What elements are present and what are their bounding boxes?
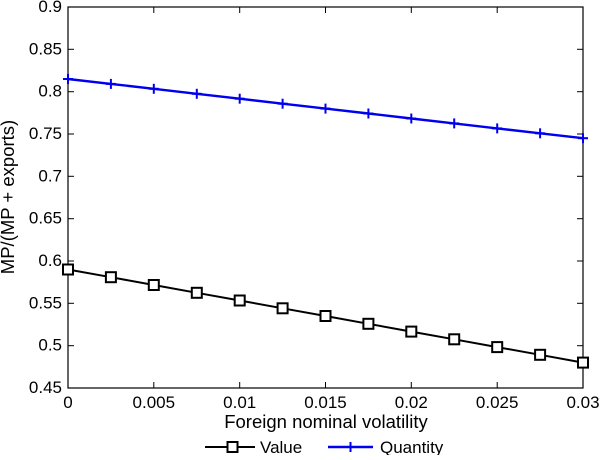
svg-text:0.65: 0.65 (29, 209, 62, 228)
svg-text:0.85: 0.85 (29, 39, 62, 58)
svg-text:Quantity: Quantity (380, 438, 444, 455)
svg-text:0.8: 0.8 (38, 82, 62, 101)
svg-text:0.03: 0.03 (566, 393, 599, 412)
svg-text:Foreign nominal volatility: Foreign nominal volatility (224, 411, 428, 432)
svg-text:0.6: 0.6 (38, 251, 62, 270)
svg-text:0.7: 0.7 (38, 166, 62, 185)
svg-text:0.005: 0.005 (133, 393, 176, 412)
svg-text:0: 0 (63, 393, 72, 412)
svg-text:0.015: 0.015 (304, 393, 347, 412)
svg-text:Value: Value (260, 438, 302, 455)
svg-text:MP/(MP + exports): MP/(MP + exports) (0, 120, 18, 274)
svg-text:0.55: 0.55 (29, 293, 62, 312)
svg-text:0.5: 0.5 (38, 336, 62, 355)
svg-text:0.02: 0.02 (395, 393, 428, 412)
svg-text:0.025: 0.025 (476, 393, 519, 412)
svg-text:0.75: 0.75 (29, 124, 62, 143)
svg-text:0.45: 0.45 (29, 378, 62, 397)
svg-text:0.9: 0.9 (38, 0, 62, 16)
svg-text:0.01: 0.01 (223, 393, 256, 412)
